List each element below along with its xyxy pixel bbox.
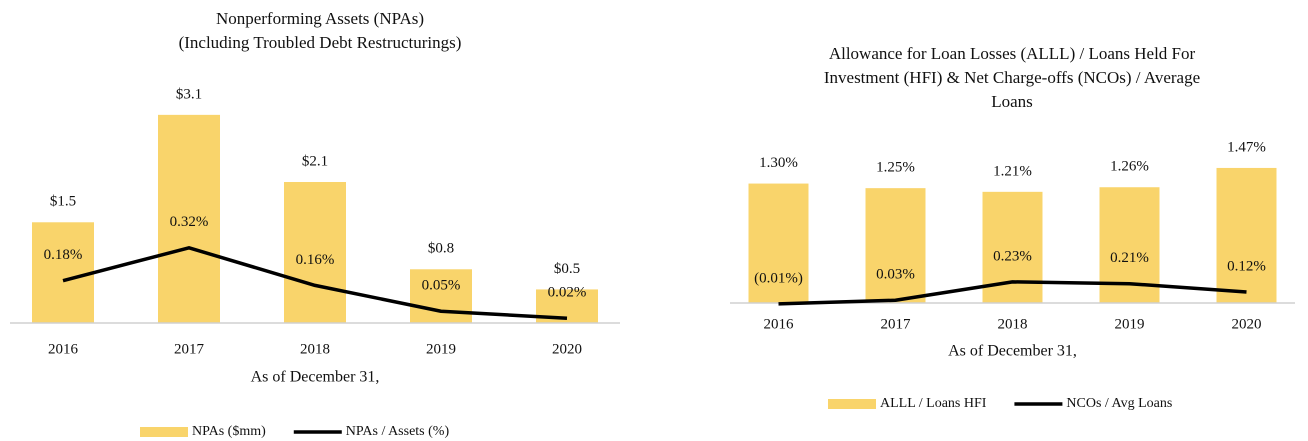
bar-value-label: $1.5 (50, 194, 76, 210)
x-tick-label: 2019 (1115, 316, 1145, 332)
legend-label: NCOs / Avg Loans (1066, 396, 1172, 411)
bar (748, 183, 809, 303)
line-value-label: 0.02% (548, 285, 587, 301)
x-tick-label: 2020 (552, 341, 582, 357)
x-axis-label: As of December 31, (948, 343, 1077, 360)
line-value-label: 0.23% (993, 248, 1032, 264)
x-tick-label: 2016 (48, 341, 79, 357)
legend-label: ALLL / Loans HFI (880, 396, 987, 411)
legend-label: NPAs ($mm) (192, 424, 266, 439)
line (778, 280, 1247, 306)
bar-value-label: 1.25% (876, 160, 915, 176)
bar-value-label: 1.26% (1110, 159, 1149, 175)
bar-value-label: $2.1 (302, 153, 328, 169)
bar (865, 188, 926, 303)
bar-value-label: 1.21% (993, 163, 1032, 179)
line-value-label: 0.12% (1227, 258, 1266, 274)
bar (1216, 167, 1277, 303)
bar-value-label: $0.8 (428, 241, 454, 257)
legend-swatch (828, 399, 876, 409)
x-tick-label: 2020 (1232, 316, 1262, 332)
chart-title: Loans (991, 92, 1033, 111)
x-tick-label: 2017 (174, 341, 205, 357)
x-axis-label: As of December 31, (251, 369, 380, 386)
chart-title: Investment (HFI) & Net Charge-offs (NCOs… (824, 68, 1200, 87)
x-tick-label: 2018 (300, 341, 330, 357)
x-tick-label: 2016 (764, 316, 795, 332)
legend-swatch (140, 427, 188, 437)
bar (284, 182, 346, 323)
x-tick-label: 2018 (998, 316, 1028, 332)
line-value-label: 0.18% (44, 247, 83, 263)
line-value-label: (0.01%) (754, 270, 803, 286)
line-value-label: 0.05% (422, 278, 461, 294)
line-value-label: 0.03% (876, 267, 915, 283)
bar (158, 114, 220, 323)
x-tick-label: 2019 (426, 341, 456, 357)
x-tick-label: 2017 (881, 316, 912, 332)
bar (32, 222, 94, 323)
line-value-label: 0.32% (170, 214, 209, 230)
chart-title: (Including Troubled Debt Restructurings) (179, 33, 462, 52)
chart-title: Allowance for Loan Losses (ALLL) / Loans… (829, 44, 1196, 63)
legend-label: NPAs / Assets (%) (346, 424, 450, 439)
line (62, 246, 568, 321)
line-value-label: 0.21% (1110, 250, 1149, 266)
bar-value-label: 1.47% (1227, 139, 1266, 155)
bar-value-label: $0.5 (554, 261, 580, 277)
line-value-label: 0.16% (296, 252, 335, 268)
bar-value-label: $3.1 (176, 86, 202, 102)
chart-title: Nonperforming Assets (NPAs) (216, 9, 424, 28)
bar-value-label: 1.30% (759, 155, 798, 171)
